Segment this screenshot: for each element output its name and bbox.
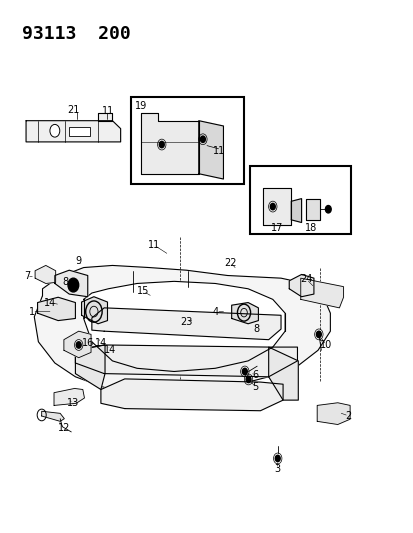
Polygon shape <box>55 270 88 297</box>
Circle shape <box>68 278 78 292</box>
Text: 93113  200: 93113 200 <box>22 25 131 43</box>
Circle shape <box>270 204 275 210</box>
Text: 8: 8 <box>62 277 68 287</box>
Text: 21: 21 <box>67 105 79 115</box>
Text: 17: 17 <box>270 223 282 233</box>
Bar <box>69 127 90 135</box>
Text: 19: 19 <box>135 101 147 111</box>
Polygon shape <box>34 265 330 390</box>
Text: 6: 6 <box>252 370 258 380</box>
Polygon shape <box>198 120 223 179</box>
Text: 3: 3 <box>274 464 280 474</box>
Text: 4: 4 <box>212 306 218 317</box>
Text: 8: 8 <box>253 324 259 334</box>
Text: 11: 11 <box>148 240 160 251</box>
Text: 9: 9 <box>76 256 81 266</box>
Polygon shape <box>316 403 349 424</box>
Text: 14: 14 <box>44 297 56 308</box>
Circle shape <box>237 304 250 321</box>
Polygon shape <box>42 411 64 421</box>
Circle shape <box>85 301 102 322</box>
Text: 14: 14 <box>104 345 116 355</box>
Text: 14: 14 <box>95 338 107 348</box>
Polygon shape <box>75 345 105 390</box>
Polygon shape <box>300 278 343 308</box>
Polygon shape <box>54 389 84 406</box>
Polygon shape <box>305 199 319 220</box>
Polygon shape <box>35 265 55 284</box>
Polygon shape <box>141 113 198 174</box>
Polygon shape <box>262 188 291 225</box>
Text: 11: 11 <box>213 146 225 156</box>
Polygon shape <box>92 308 280 340</box>
Circle shape <box>325 206 330 213</box>
Text: 10: 10 <box>319 340 332 350</box>
Text: 11: 11 <box>102 106 114 116</box>
Text: 22: 22 <box>224 258 237 268</box>
Polygon shape <box>26 120 120 142</box>
Text: 2: 2 <box>345 411 351 421</box>
Circle shape <box>275 455 280 462</box>
Text: 1: 1 <box>29 306 35 317</box>
Text: 7: 7 <box>24 271 30 281</box>
Polygon shape <box>75 345 297 377</box>
Text: 5: 5 <box>252 382 258 392</box>
Polygon shape <box>83 281 285 372</box>
Circle shape <box>76 342 81 348</box>
Polygon shape <box>64 331 91 358</box>
Circle shape <box>242 368 247 375</box>
Polygon shape <box>81 297 107 324</box>
Text: 23: 23 <box>180 317 192 327</box>
Polygon shape <box>231 303 258 324</box>
Text: 24: 24 <box>299 274 312 284</box>
Circle shape <box>200 136 205 142</box>
Circle shape <box>245 376 250 383</box>
Polygon shape <box>38 297 75 320</box>
Bar <box>249 166 350 233</box>
Text: 13: 13 <box>67 398 79 408</box>
Text: 18: 18 <box>304 223 316 233</box>
Circle shape <box>316 331 320 337</box>
Circle shape <box>50 124 59 137</box>
Polygon shape <box>291 199 301 222</box>
Circle shape <box>159 141 164 148</box>
Bar <box>131 97 243 184</box>
Polygon shape <box>98 113 112 120</box>
Text: 15: 15 <box>137 286 149 296</box>
Polygon shape <box>289 274 313 297</box>
Text: 12: 12 <box>57 423 70 433</box>
Text: 16: 16 <box>82 338 95 348</box>
Polygon shape <box>268 347 298 400</box>
Polygon shape <box>101 379 282 411</box>
